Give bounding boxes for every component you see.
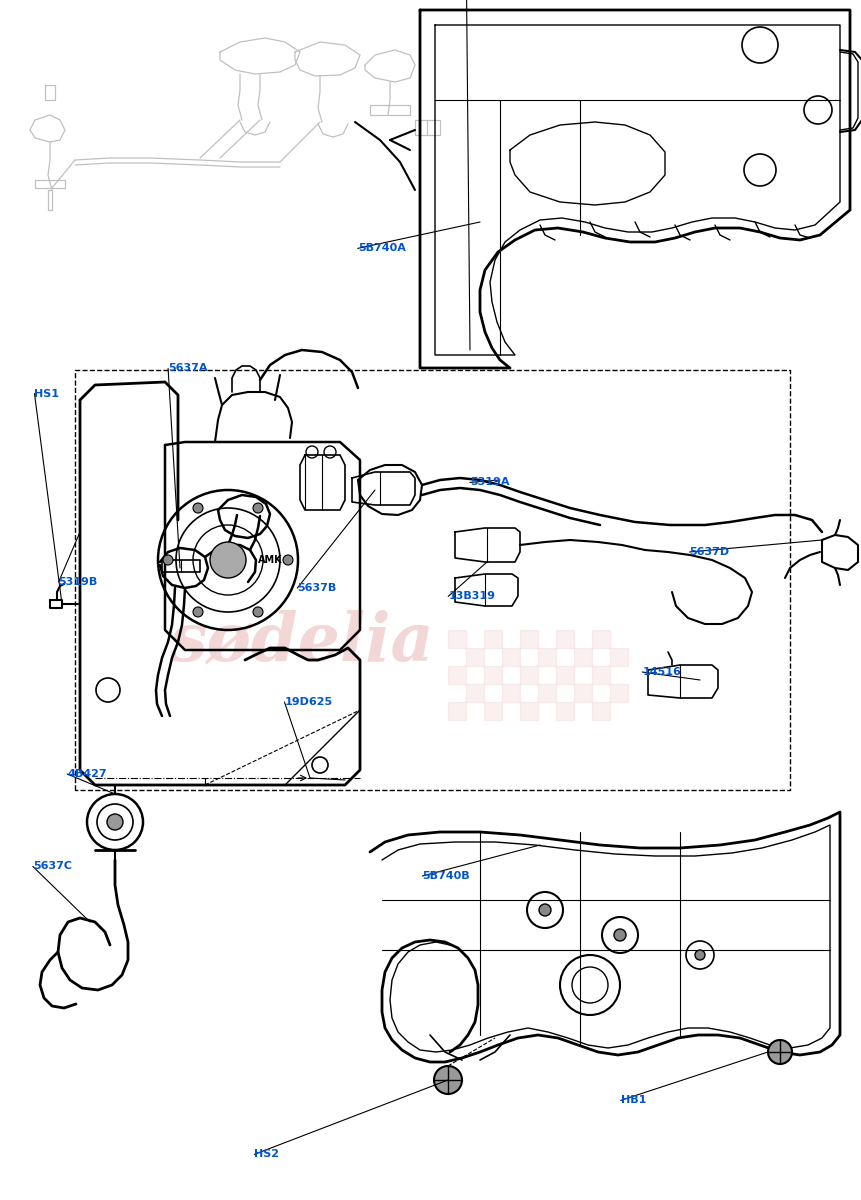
Circle shape <box>253 503 263 514</box>
Text: 5319B: 5319B <box>59 577 98 587</box>
Text: 4B427: 4B427 <box>67 769 107 779</box>
Bar <box>520 630 537 648</box>
Text: AMK: AMK <box>257 554 282 565</box>
Text: 5637D: 5637D <box>689 547 729 557</box>
Bar <box>484 630 502 648</box>
Text: HB1: HB1 <box>620 1096 645 1105</box>
Circle shape <box>210 542 245 578</box>
Bar <box>502 648 520 666</box>
Bar <box>592 702 610 720</box>
Text: 19D625: 19D625 <box>284 697 332 707</box>
Bar <box>520 666 537 684</box>
Circle shape <box>538 904 550 916</box>
Bar <box>555 630 573 648</box>
Bar <box>573 684 592 702</box>
Text: HS2: HS2 <box>254 1150 279 1159</box>
Circle shape <box>433 1066 461 1094</box>
Text: 14516: 14516 <box>641 667 680 677</box>
Bar <box>537 648 555 666</box>
Bar <box>610 648 628 666</box>
Circle shape <box>193 607 202 617</box>
Circle shape <box>163 554 173 565</box>
Bar <box>592 666 610 684</box>
Bar <box>502 684 520 702</box>
Text: 13B319: 13B319 <box>448 592 495 601</box>
Circle shape <box>282 554 293 565</box>
Text: 5B740B: 5B740B <box>422 871 469 881</box>
Text: sødelia: sødelia <box>170 610 433 674</box>
Text: 5B740A: 5B740A <box>357 244 406 253</box>
Bar <box>573 648 592 666</box>
Bar <box>537 684 555 702</box>
Bar <box>448 666 466 684</box>
Circle shape <box>767 1040 791 1064</box>
Circle shape <box>193 503 202 514</box>
Bar <box>466 684 484 702</box>
Text: 5637C: 5637C <box>33 862 71 871</box>
Bar <box>448 702 466 720</box>
Bar <box>592 630 610 648</box>
Bar <box>610 684 628 702</box>
Circle shape <box>613 929 625 941</box>
Circle shape <box>694 950 704 960</box>
Bar <box>448 630 466 648</box>
Text: HS1: HS1 <box>34 389 59 398</box>
Bar <box>484 702 502 720</box>
Text: 5637B: 5637B <box>297 583 337 593</box>
Bar <box>555 666 573 684</box>
Circle shape <box>107 814 123 830</box>
Bar <box>484 666 502 684</box>
Circle shape <box>253 607 263 617</box>
Bar <box>555 702 573 720</box>
Text: 5319A: 5319A <box>469 478 509 487</box>
Text: 5637A: 5637A <box>168 364 208 373</box>
Bar <box>466 648 484 666</box>
Bar <box>520 702 537 720</box>
